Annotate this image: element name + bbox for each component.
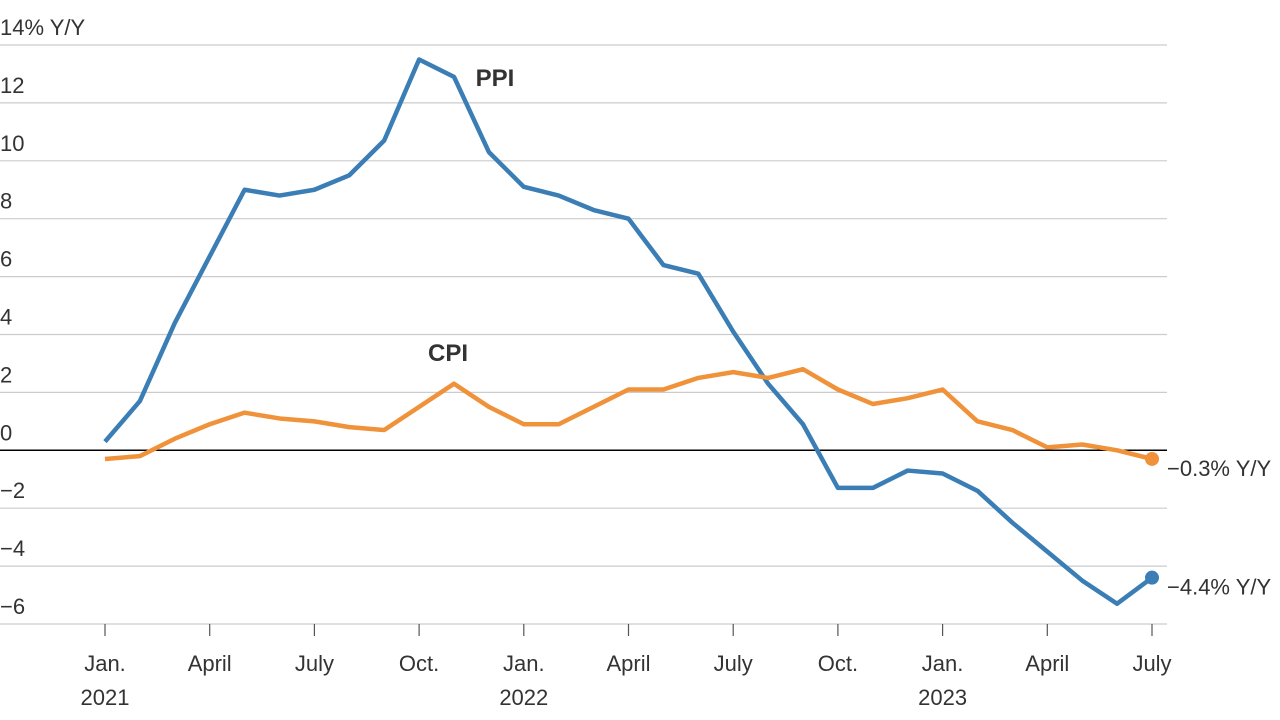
y-tick-label: 0: [0, 420, 12, 445]
y-tick-label: 12: [0, 73, 24, 98]
y-tick-label: 8: [0, 189, 12, 214]
series-line: [104, 366, 1153, 462]
x-tick-label: April: [188, 651, 232, 676]
y-tick-label: −2: [0, 478, 25, 503]
x-tick-label: July: [295, 651, 334, 676]
series-line: [103, 57, 1154, 606]
x-tick-label: Oct.: [399, 651, 439, 676]
end-point: [1145, 451, 1159, 466]
x-tick-label: July: [714, 651, 753, 676]
x-tick-label: Jan. 2022: [499, 651, 548, 710]
x-tick-label: Oct.: [818, 651, 858, 676]
series-label: CPI: [428, 340, 468, 367]
end-label: −4.4% Y/Y: [1167, 575, 1271, 600]
x-tick-label: April: [1025, 651, 1069, 676]
y-tick-label: 14% Y/Y: [0, 15, 86, 40]
y-tick-label: −6: [0, 594, 25, 619]
y-tick-label: −4: [0, 536, 25, 561]
end-label: −0.3% Y/Y: [1167, 456, 1271, 481]
y-tick-label: 4: [0, 305, 12, 330]
y-tick-label: 2: [0, 362, 12, 387]
y-tick-label: 6: [0, 247, 12, 272]
x-tick-label: Jan. 2023: [918, 651, 967, 710]
x-tick-label: Jan. 2021: [81, 651, 130, 710]
x-tick-label: April: [606, 651, 650, 676]
end-point: [1145, 570, 1159, 585]
x-tick-label: July: [1132, 651, 1171, 676]
series-label: PPI: [476, 65, 515, 92]
y-tick-label: 10: [0, 131, 24, 156]
